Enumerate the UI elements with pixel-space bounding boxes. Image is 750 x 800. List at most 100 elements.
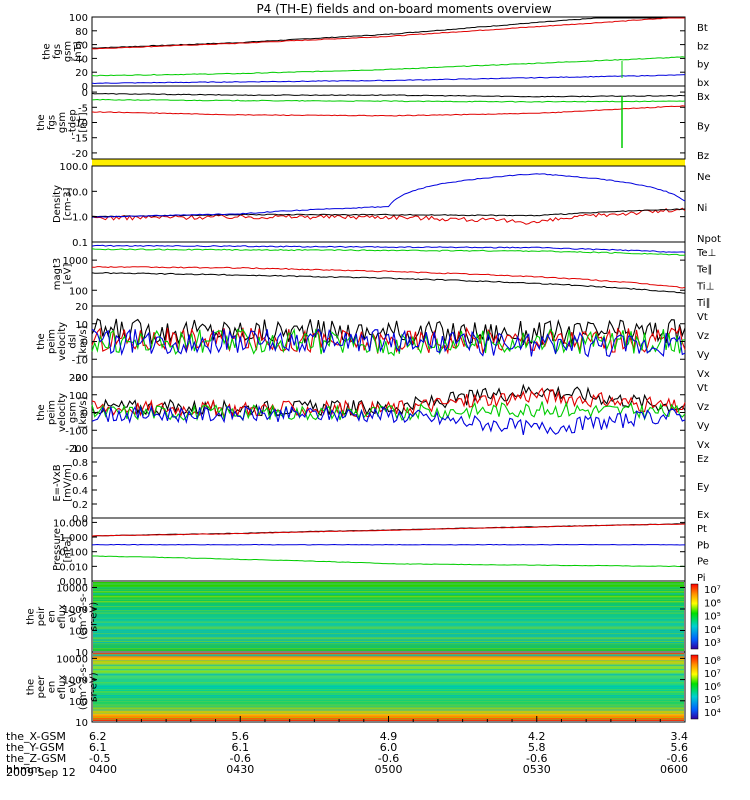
panel-frame [91,376,686,449]
legend-entry: Ti⊥ [696,281,714,292]
tick-label: 100 [69,697,88,708]
legend-entry: Npot [697,234,721,245]
axis-label: fgs [52,44,63,59]
axis-label: gsm [62,41,73,62]
time-row-value: 0530 [523,763,551,776]
time-row-value: 0500 [375,763,403,776]
series-line [91,92,686,98]
series-line [91,74,686,85]
tick-label: 1.0 [72,444,88,455]
panel-frame [91,165,686,243]
series-line [91,98,686,103]
series-line [91,383,686,417]
axis-label: peim [47,329,58,354]
series-line [91,387,686,419]
colorbar-label: 10⁵ [704,612,721,623]
tick-label: 1.0 [72,213,88,224]
legend-entry: Vt [697,312,708,323]
legend-entry: Bx [697,92,710,103]
axis-label: the [26,608,37,624]
colorbar-label: 10⁸ [704,656,721,667]
axis-label: [nT] [78,112,89,132]
axis-label: velocity [57,393,68,432]
series-line [91,207,686,225]
axis-label: sr-eV) [89,602,100,631]
tick-label: 0 [82,82,88,93]
panel-frame [91,447,686,519]
panel-p8: 10.000 1.000 0.100 0.010 0.001 Pressure [nPa] P… [52,517,709,588]
panel-p2: 0 -5 -10 -15 -20 the fgs gsm -tdep [nT] Bx By Bz [36,85,710,162]
axis-label: the [41,43,52,59]
colorbar-label: 10⁴ [704,625,721,636]
tick-label: 0.2 [72,500,88,511]
tick-label: -15 [72,134,88,145]
tick-label: 100.0 [59,162,88,173]
time-axis: the_X-GSM 6.2 5.6 4.9 4.2 3.4 the_Y-GSM 6.1 6.1 6… [6,730,688,776]
tick-label: 1000 [63,676,88,687]
panel-p1: 100 80 60 40 20 0 the fgs gsm [nT] Bt bz by bx [41,13,709,93]
axis-label: Pressure [52,528,63,571]
legend-entry: By [697,122,710,133]
axis-label: (cm^2-s- [78,593,89,640]
panel-frame [91,305,686,378]
time-row-value: 0600 [660,763,688,776]
tick-label: 0.6 [72,472,88,483]
axis-label: the [36,114,47,130]
time-row-label: the_X-GSM [6,730,66,743]
tick-label: -5 [78,103,88,114]
spectrogram [93,582,684,651]
tick-label: 0 [82,338,88,349]
legend-entry: Vz [697,331,709,342]
chart-title: P4 (TH-E) fields and on-board moments ov… [256,2,551,16]
tick-label: 100 [69,391,88,402]
series-line [91,105,686,117]
panel-p7: 1.0 0.8 0.6 0.4 0.2 0.0 E=-VxB [mV/m] Ez Ey Ex [52,444,710,525]
time-row-value: 4.2 [528,730,546,743]
tick-label: 10000 [56,654,88,665]
series-line [91,244,686,253]
axis-label: [eV] [62,264,73,285]
time-row-value: 3.4 [671,730,689,743]
time-row-label: the_Y-GSM [6,741,64,754]
legend-entry: Ni [697,203,707,214]
time-row-value: 6.1 [232,741,250,754]
panel-p10: 10⁸ 10⁷ 10⁶ 10⁵ 10⁴ 10000 1000 100 10 the peer en ef… [26,651,721,729]
axis-label: peer [36,675,47,699]
tick-label: 100 [69,286,88,297]
legend-entry: bz [697,41,709,52]
tick-label: -10 [72,355,88,366]
legend-entry: Pi [697,573,706,584]
series-line [91,543,685,546]
legend-entry: Pe [697,557,709,568]
colorbar-label: 10⁷ [704,669,721,680]
time-row-value: -0.6 [526,752,547,765]
panel-frame [91,517,686,582]
tick-label: 0 [82,88,88,99]
axis-label: eV [68,610,79,623]
tick-label: 0.4 [72,486,88,497]
colorbar-label: 10⁵ [704,695,721,706]
legend-entry: Ey [697,482,709,493]
colorbar-label: 10³ [704,638,721,649]
legend-entry: Te∥ [696,265,713,276]
axis-label: [km/s] [78,396,89,428]
legend-entry: Ez [697,454,709,465]
tick-label: 20 [75,68,88,79]
series-line [91,271,686,294]
axis-label: gsm [57,112,68,133]
axis-label: velocity [57,322,68,361]
axis-label: gsm [68,402,79,423]
axis-label: the [36,404,47,420]
yellow-bar [92,159,685,166]
colorbar-label: 10⁶ [704,598,721,609]
axis-label: dsl [68,334,79,348]
axis-label: eV [68,680,79,693]
time-row-value: 0430 [226,763,254,776]
colorbar [690,583,699,650]
tick-label: -100 [65,426,88,437]
time-row-value: 0400 [89,763,117,776]
legend-entry: Vy [697,350,710,361]
series-line [91,404,686,436]
tick-label: 0.001 [59,577,88,588]
